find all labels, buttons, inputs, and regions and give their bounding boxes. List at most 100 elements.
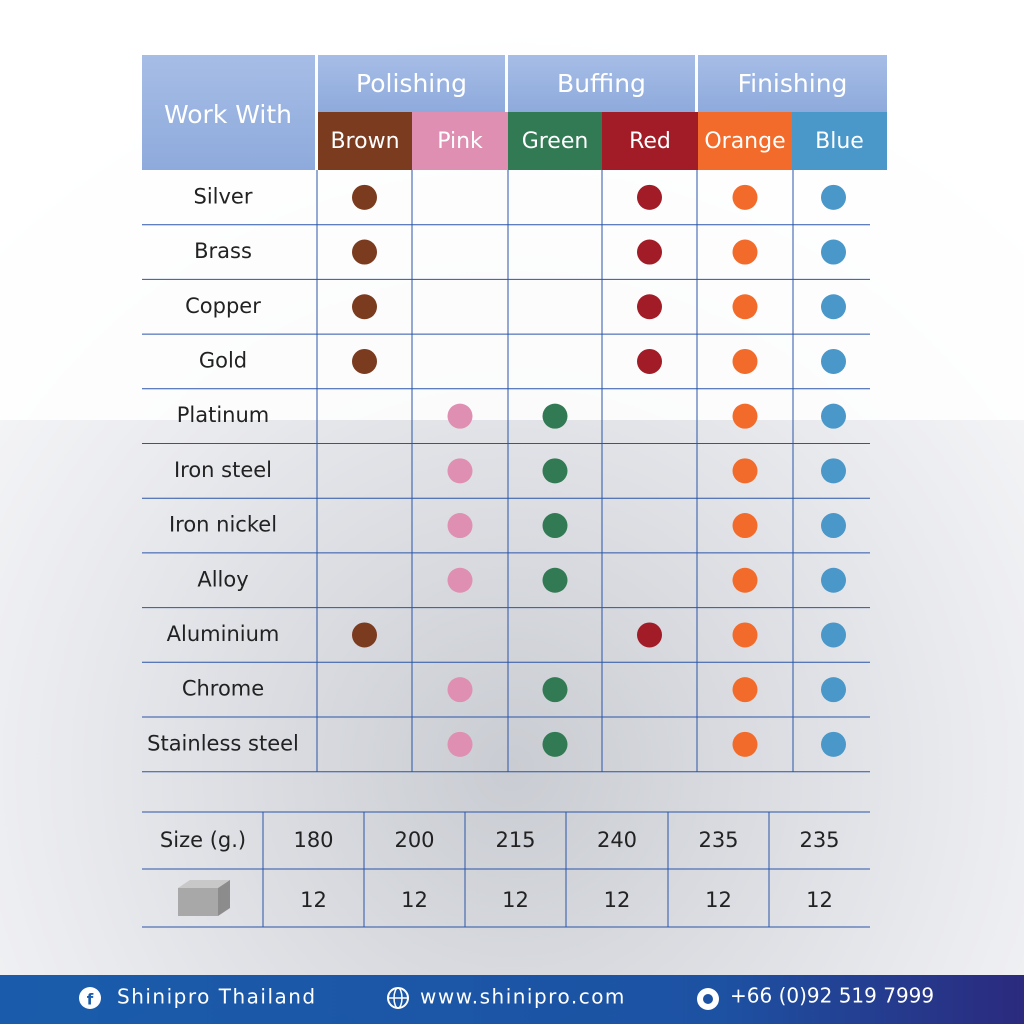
dot [447,677,473,703]
material: Brass [194,239,252,263]
dot [732,294,758,320]
dot [821,294,846,320]
dot [821,677,846,703]
footer-bar [0,975,1024,1024]
header-cell [142,55,315,170]
dot [542,677,568,703]
material: Stainless steel [147,731,299,755]
footer-phone: +66 (0)92 519 7999 [730,984,934,1008]
material: Aluminium [167,622,280,646]
material: Copper [185,294,261,318]
count-value: 12 [502,888,529,912]
size-value: 215 [495,828,535,852]
group-label: Polishing [356,69,467,98]
block-icon-front [178,888,218,916]
dot [732,677,758,703]
dot [637,294,662,320]
size-value: 180 [293,828,333,852]
material: Alloy [197,567,248,591]
facebook-icon [79,987,101,1009]
color-header [602,112,698,170]
color-label: Blue [815,129,864,154]
dot [542,513,568,539]
dot [352,239,377,265]
dot [447,731,473,757]
count-value: 12 [806,888,833,912]
dot [732,567,758,593]
size-value: 235 [799,828,839,852]
phone-icon-inner [703,994,713,1004]
color-header [412,112,508,170]
header-work-with: Work With [164,100,292,129]
dot [732,458,758,484]
dot [637,348,662,374]
group-header [698,55,887,112]
footer-website: www.shinipro.com [420,985,626,1009]
group-header [318,55,505,112]
dot [542,458,568,484]
material: Gold [199,348,247,372]
dot [637,184,662,210]
dot [352,184,377,210]
dot [821,731,846,757]
footer-facebook: Shinipro Thailand [117,985,317,1009]
material: Platinum [177,403,270,427]
dot [732,403,758,429]
block-icon-side [218,880,230,916]
color-label: Green [522,129,589,154]
group-header [508,55,695,112]
color-header [698,112,792,170]
dot [542,731,568,757]
dot [637,239,662,265]
dot [542,567,568,593]
count-value: 12 [401,888,428,912]
group-label: Finishing [738,69,848,98]
color-label: Red [629,129,671,154]
block-icon-top [178,880,230,888]
size-value: 240 [597,828,637,852]
size-label: Size (g.) [160,828,246,852]
color-header [318,112,412,170]
dot [542,403,568,429]
dot [732,513,758,539]
dot [821,403,846,429]
group-label: Buffing [557,69,646,98]
dot [821,513,846,539]
facebook-glyph: f [87,991,94,1009]
dot [821,622,846,648]
size-value: 200 [394,828,434,852]
color-label: Orange [704,129,785,154]
count-value: 12 [705,888,732,912]
dot [821,567,846,593]
dot [732,239,758,265]
dot [447,403,473,429]
dot [447,458,473,484]
dot [821,184,846,210]
material: Chrome [182,677,264,701]
dot [732,622,758,648]
color-header [508,112,602,170]
dot [732,731,758,757]
count-value: 12 [300,888,327,912]
dot [821,239,846,265]
material: Silver [194,184,253,208]
color-label: Brown [330,129,399,154]
size-value: 235 [698,828,738,852]
dot [821,348,846,374]
material: Iron steel [174,458,272,482]
dot [821,458,846,484]
dot [352,622,377,648]
dot [637,622,662,648]
color-header [792,112,887,170]
dot [732,184,758,210]
dot [447,513,473,539]
dot [732,348,758,374]
dot [447,567,473,593]
material: Iron nickel [169,513,277,537]
dot [352,348,377,374]
count-value: 12 [604,888,631,912]
color-label: Pink [437,129,483,154]
dot [352,294,377,320]
